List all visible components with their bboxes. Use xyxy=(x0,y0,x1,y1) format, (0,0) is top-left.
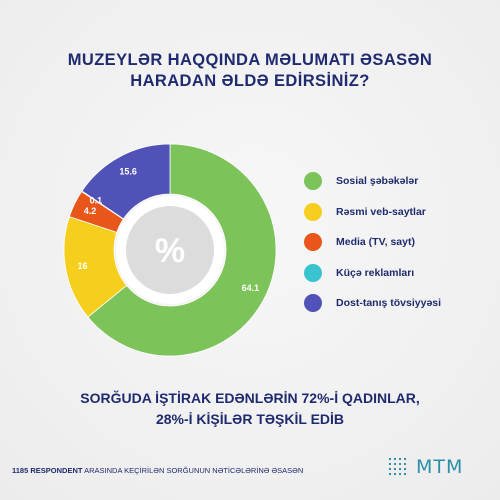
grid-dots-icon xyxy=(389,458,406,475)
percent-center-symbol: % xyxy=(155,232,185,270)
donut-center-disc xyxy=(126,206,214,294)
slice-label-social-networks: 64.1 xyxy=(242,283,260,293)
legend-swatch xyxy=(304,294,322,312)
footer-note-line-1: SORĞUDA İŞTİRAK EDƏNLƏRİN 72%-İ QADINLAR… xyxy=(80,390,420,406)
source-respondent-count: 1185 RESPONDENT xyxy=(12,466,83,475)
legend-label: Media (TV, sayt) xyxy=(336,236,415,248)
mtm-logo: MTM xyxy=(388,455,463,479)
legend-label: Sosial şəbəkələr xyxy=(336,175,419,187)
chart-title-line-2: HARADAN ƏLDƏ EDİRSİNİZ? xyxy=(130,72,370,90)
legend-swatch xyxy=(304,263,322,282)
slice-label-official-websites: 16 xyxy=(77,261,87,271)
chart-title-line-1: MUZEYLƏR HAQQINDA MƏLUMATI ƏSASƏN xyxy=(67,51,433,69)
legend-item-social-networks: Sosial şəbəkələr xyxy=(304,171,494,191)
chart-title: MUZEYLƏR HAQQINDA MƏLUMATI ƏSASƏN HARADA… xyxy=(0,50,500,92)
legend-label: Dost-tanış tövsiyyəsi xyxy=(336,297,442,309)
legend-item-official-websites: Rəsmi veb-saytlar xyxy=(304,202,494,222)
respondent-gender-note: SORĞUDA İŞTİRAK EDƏNLƏRİN 72%-İ QADINLAR… xyxy=(0,388,500,430)
legend-item-friend-recommendation: Dost-tanış tövsiyyəsi xyxy=(304,293,494,313)
legend-swatch xyxy=(304,233,322,251)
slice-friend-recommendation xyxy=(81,143,171,220)
legend-item-street-ads: Küçə reklamları xyxy=(304,263,494,283)
source-rest: ARASINDA KEÇİRİLƏN SORĞUNUN NƏTİCƏLƏRİNƏ… xyxy=(82,466,304,475)
donut-chart: % 64.1 16 4.20.1 15.6 xyxy=(63,143,277,357)
slice-social-networks xyxy=(87,143,277,357)
slice-label-media: 4.2 xyxy=(84,206,97,216)
legend-item-media: Media (TV, sayt) xyxy=(304,232,494,252)
legend-label: Rəsmi veb-saytlar xyxy=(336,205,426,218)
logo-text: MTM xyxy=(416,456,464,478)
chart-legend: Sosial şəbəkələr Rəsmi veb-saytlar Media… xyxy=(304,171,494,324)
legend-swatch xyxy=(304,202,322,221)
slice-label-friend-recommendation: 15.6 xyxy=(119,166,137,176)
legend-swatch xyxy=(304,172,322,190)
source-note: 1185 RESPONDENT ARASINDA KEÇİRİLƏN SORĞU… xyxy=(12,466,303,475)
legend-label: Küçə reklamları xyxy=(336,266,415,279)
footer-note-line-2: 28%-İ KİŞİLƏR TƏŞKİL EDİB xyxy=(155,411,345,427)
slice-label-street-ads: 0.1 xyxy=(90,196,103,206)
